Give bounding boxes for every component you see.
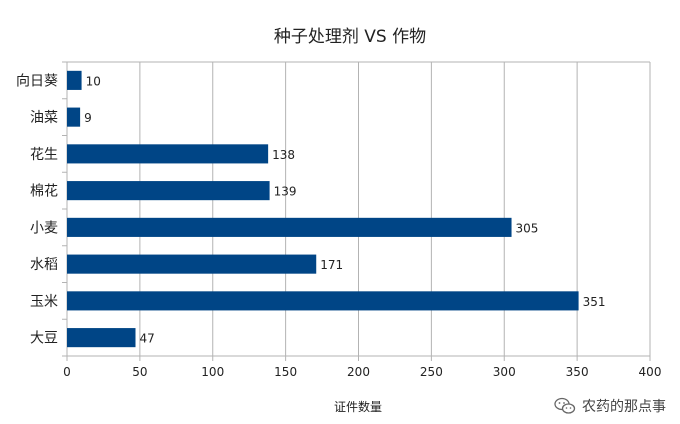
x-tick-label: 250	[420, 365, 443, 379]
x-tick-label: 0	[63, 365, 71, 379]
watermark-text: 农药的那点事	[582, 399, 666, 415]
category-label: 花生	[30, 147, 58, 163]
x-tick-label: 100	[201, 365, 224, 379]
category-label: 向日葵	[16, 73, 58, 89]
watermark: 农药的那点事	[554, 396, 666, 416]
bar-2	[67, 144, 269, 164]
data-label: 47	[140, 332, 155, 346]
x-tick-label: 400	[639, 365, 662, 379]
bar-7	[67, 328, 136, 348]
data-label: 139	[274, 185, 297, 199]
category-label: 大豆	[30, 331, 58, 347]
data-label: 10	[86, 74, 101, 88]
data-label: 305	[516, 221, 539, 235]
category-label: 油菜	[30, 110, 58, 126]
x-axis-label: 证件数量	[334, 399, 382, 414]
bar-3	[67, 181, 270, 201]
x-tick-label: 150	[274, 365, 297, 379]
data-label: 138	[272, 148, 295, 162]
chart-title: 种子处理剂 VS 作物	[274, 27, 426, 47]
x-axis-ticks: 0 50 100 150 200 250 300 350 400	[63, 365, 661, 379]
x-tick-label: 350	[566, 365, 589, 379]
x-tick-label: 200	[347, 365, 370, 379]
category-label: 水稻	[30, 257, 58, 273]
x-tick-label: 300	[493, 365, 516, 379]
data-label: 351	[583, 295, 606, 309]
bar-1	[67, 107, 81, 127]
data-label: 9	[84, 111, 92, 125]
data-labels: 10 9 138 139 305 171 351 47	[84, 74, 605, 345]
data-label: 171	[320, 258, 343, 272]
bars	[67, 70, 579, 348]
wechat-icon	[554, 397, 576, 414]
grid	[62, 61, 651, 361]
bar-0	[67, 70, 82, 90]
category-label: 玉米	[30, 294, 58, 310]
category-label: 棉花	[30, 183, 58, 200]
bar-6	[67, 291, 579, 311]
bar-4	[67, 217, 512, 237]
category-label: 小麦	[30, 220, 58, 236]
bar-5	[67, 254, 317, 274]
x-tick-label: 50	[132, 365, 147, 379]
